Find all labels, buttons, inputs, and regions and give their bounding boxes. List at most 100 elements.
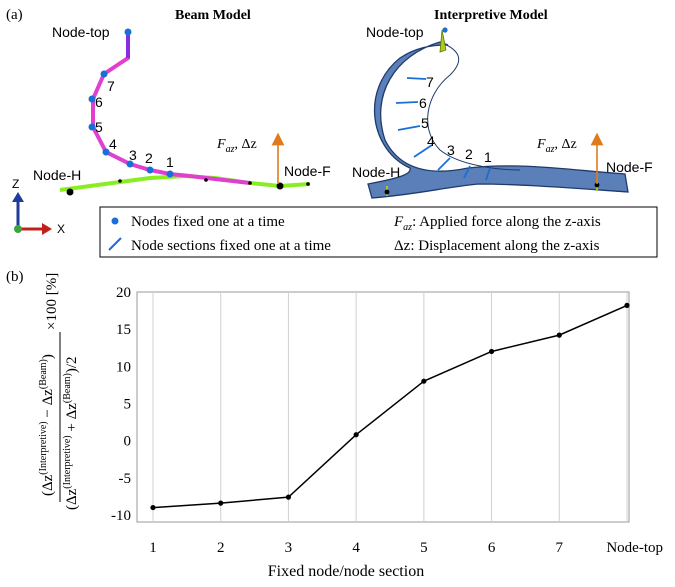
beam-node-5-label: 5 [95,119,103,135]
beam-node-dot [126,160,134,168]
panel-b-label: (b) [6,269,24,285]
beam-node-3-label: 3 [129,147,137,163]
beam-node-top-dot [124,28,132,36]
axis-origin [14,225,22,233]
beam-small-dot [306,182,310,186]
interp-node-2-label: 2 [465,146,473,162]
interp-section-line [437,157,451,171]
panel-b: (b) (Δz(Interpretive) − Δz(Beam)) (Δz(In… [6,269,663,580]
beam-node-dot [88,95,96,103]
interpretive-model: Node-top Node-H Node-F 7 6 5 4 3 2 1 Faz… [352,24,653,199]
x-tick-label: 3 [285,540,293,556]
data-point [488,348,495,355]
legend-section-line-icon [108,237,122,251]
x-axis-ticks: 1 2 3 4 5 6 7 Node-top [149,540,663,556]
panel-a: (a) Beam Model Interpretive Model Node-t… [6,7,658,258]
beam-node-7-label: 7 [107,78,115,94]
beam-node-dot [166,170,174,178]
interp-force-label: Faz, Δz [536,137,577,155]
data-point [556,332,562,338]
interp-section-line [463,165,471,179]
y-tick-label: -5 [119,471,132,487]
z-axis-arrow-head [12,192,24,202]
legend-node-dot-icon [111,217,119,225]
beam-node-dot [88,123,96,131]
interp-node-h-label: Node-H [352,164,400,180]
beam-node-h-dot [66,188,74,196]
y-tick-label: 10 [116,359,131,375]
interp-node-7-label: 7 [426,74,434,90]
beam-node-dot [102,148,110,156]
beam-small-dot [204,178,208,182]
beam-node-dot [100,70,108,78]
data-point [285,494,292,500]
interp-section-line [397,125,421,131]
y-tick-label: 20 [116,285,131,301]
beam-horizontal-line [59,173,311,192]
interp-node-3-label: 3 [447,142,455,158]
x-tick-label: 6 [488,540,496,556]
y-tick-label: -10 [111,508,131,524]
beam-vertical-line [91,32,251,185]
interp-node-h-dot [384,189,390,195]
y-label-numerator: (Δz(Interpretive) − Δz(Beam)) [38,354,56,496]
y-axis-ticks: -10 -5 0 5 10 15 20 [111,285,131,524]
x-tick-label: 5 [420,540,428,556]
data-point [353,432,359,438]
beam-small-dot [118,179,122,183]
beam-node-6-label: 6 [95,94,103,110]
legend-def-displacement: Δz: Displacement along the z-axis [394,238,600,254]
x-axis-arrow-head [42,223,52,235]
interp-section-line [413,144,433,158]
legend-item-sections: Node sections fixed one at a time [131,238,331,254]
interp-node-1-label: 1 [484,149,492,165]
data-point [624,302,630,308]
legend-item-nodes: Nodes fixed one at a time [131,214,285,230]
interp-node-4-label: 4 [427,133,435,149]
interp-inner-edge [427,41,521,171]
x-tick-label: 2 [217,540,225,556]
interp-node-5-label: 5 [421,115,429,131]
y-axis-label: (Δz(Interpretive) − Δz(Beam)) (Δz(Interp… [38,273,80,510]
panel-a-label: (a) [6,7,23,23]
beam-node-h-label: Node-H [33,167,81,183]
y-tick-label: 0 [124,434,132,450]
beam-model-title: Beam Model [175,8,251,23]
data-point [218,500,224,506]
x-tick-label: 1 [149,540,157,556]
x-tick-label: 7 [556,540,564,556]
legend-box [99,206,658,258]
beam-node-1-label: 1 [166,154,174,170]
x-tick-label: Node-top [606,540,663,556]
coordinate-axes: Z X [12,177,65,236]
interpretive-model-title: Interpretive Model [434,8,548,23]
beam-small-dot [248,181,252,185]
interp-node-f-dot [594,182,600,188]
grid [152,292,628,522]
x-axis-label: X [57,222,65,236]
interp-node-f-label: Node-F [606,159,653,175]
interp-top-tab [439,29,447,53]
beam-node-dot [146,166,154,174]
y-label-denominator: (Δz(Interpretive) + Δz(Beam))/2 [62,356,80,510]
beam-node-2-label: 2 [145,150,153,166]
interp-node-top-label: Node-top [366,24,424,40]
interp-body [367,41,629,199]
beam-node-top-label: Node-top [52,24,110,40]
beam-force-label: Faz, Δz [216,137,257,155]
y-tick-label: 15 [116,322,131,338]
data-point [150,504,156,511]
beam-node-f-dot [276,182,284,190]
beam-model: Node-top Node-H Node-F 7 6 5 4 3 2 1 Faz… [33,24,331,196]
z-axis-label: Z [12,177,19,191]
data-point [421,378,427,384]
legend: Nodes fixed one at a time Node sections … [99,206,658,258]
series [150,302,630,511]
interp-node-6-label: 6 [419,95,427,111]
beam-node-f-label: Node-F [284,163,331,179]
y-label-scale: ×100 [%] [44,273,60,330]
beam-node-4-label: 4 [109,136,117,152]
interp-section-line [485,167,491,181]
plot-area-frame [136,291,630,523]
